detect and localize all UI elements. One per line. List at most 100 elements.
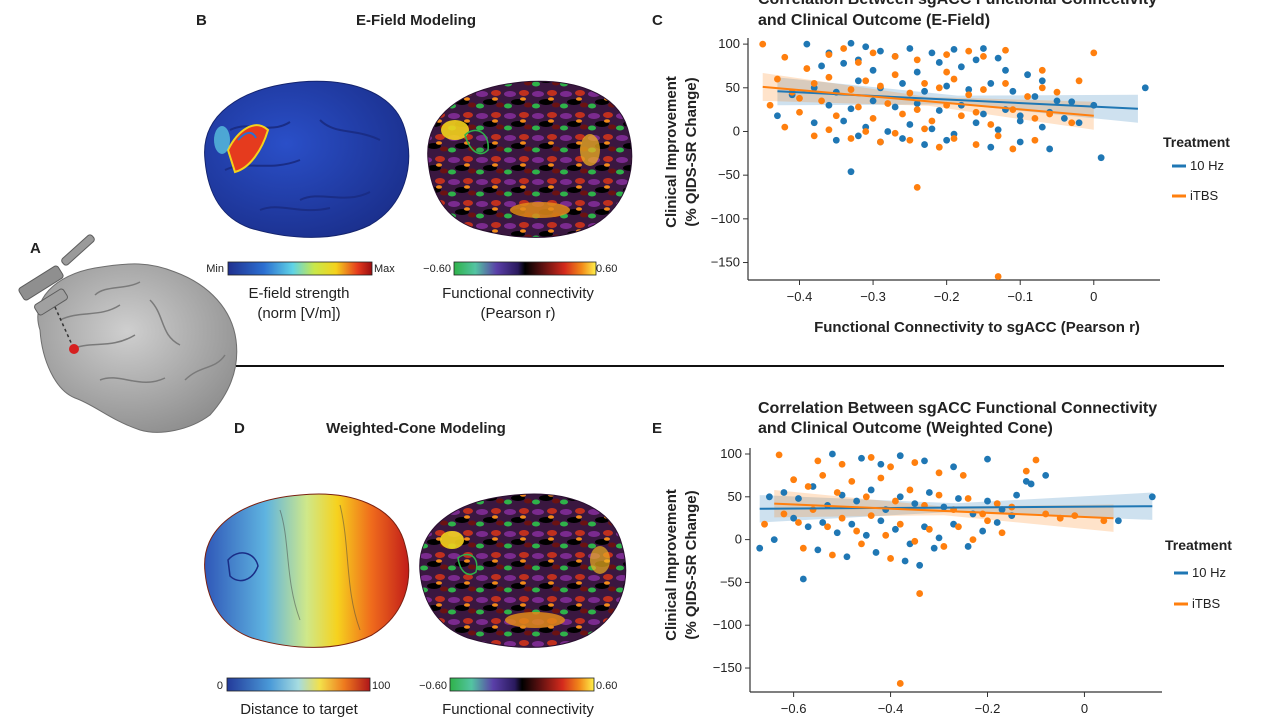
chart-e-hz10-point xyxy=(877,517,885,525)
chart-c-itbs-point xyxy=(1009,145,1017,153)
chart-c-hz10-point xyxy=(935,107,943,114)
chart-c-hz10-point xyxy=(994,54,1002,62)
chart-e-hz10-point xyxy=(892,525,899,533)
panel-a-brain-illustration xyxy=(18,234,238,433)
chart-e-hz10-point xyxy=(809,483,817,490)
chart-c-itbs-point xyxy=(1090,49,1098,57)
chart-e-hz10-point xyxy=(979,527,987,535)
chart-c-itbs-point xyxy=(877,82,884,90)
chart-e-hz10-point xyxy=(901,557,909,565)
chart-c-itbs-point xyxy=(869,114,877,122)
efield-colorbar-unit: (norm [V/m]) xyxy=(257,305,340,322)
chart-c-itbs-point xyxy=(994,132,1002,140)
chart-e-legend-title: Treatment xyxy=(1165,537,1232,553)
efield-colorbar-min: Min xyxy=(206,263,224,275)
chart-c-hz10-point xyxy=(803,40,811,48)
fc-colorbar-top-max: 0.60 xyxy=(596,263,617,275)
chart-e-itbs-point xyxy=(1032,456,1040,464)
chart-e-itbs-point xyxy=(887,463,894,471)
chart-c-hz10-point xyxy=(774,112,781,120)
chart-c-hz10-point xyxy=(972,119,980,127)
chart-e-hz10-point xyxy=(770,536,778,544)
chart-c-itbs-point xyxy=(913,106,921,114)
chart-c-hz10-point xyxy=(950,45,958,53)
chart-e-itbs-point xyxy=(887,555,894,562)
chart-e-hz10-point xyxy=(877,460,885,468)
chart-e-hz10-point xyxy=(964,543,972,550)
chart-c-itbs-point xyxy=(972,108,980,116)
chart-c-itbs-point xyxy=(972,141,980,148)
chart-e-hz10-point xyxy=(896,452,904,460)
chart-e-hz10-point xyxy=(780,489,788,496)
chart-c-hz10-point xyxy=(847,168,855,176)
chart-c-xlabel: Functional Connectivity to sgACC (Pearso… xyxy=(814,319,1140,336)
chart-e-itbs-point xyxy=(993,500,1001,508)
chart-c-itbs-point xyxy=(781,53,789,61)
chart-c-hz10-point xyxy=(1031,93,1039,100)
chart-c-hz10-point xyxy=(1046,145,1054,153)
chart-c-hz10-point xyxy=(1075,119,1083,127)
chart-e-ytick-label: 100 xyxy=(720,446,742,461)
chart-c-legend-title: Treatment xyxy=(1163,134,1230,150)
chart-c-itbs-point xyxy=(1038,66,1046,74)
section-title-weighted-cone: Weighted-Cone Modeling xyxy=(326,420,506,437)
chart-e-itbs-point xyxy=(911,459,919,466)
chart-e-itbs-point xyxy=(955,523,962,531)
chart-c-hz10-point xyxy=(869,66,877,74)
chart-c-itbs-point xyxy=(980,86,987,93)
chart-e-hz10-fit-line xyxy=(759,505,1153,510)
chart-c-itbs-point xyxy=(943,51,951,58)
chart-e-hz10-point xyxy=(765,493,773,501)
panel-label-e: E xyxy=(652,420,662,437)
chart-e-weighted-cone-scatter: Correlation Between sgACC Functional Con… xyxy=(663,400,1232,716)
chart-c-hz10-point xyxy=(1016,112,1024,120)
panel-label-d: D xyxy=(234,420,245,437)
efield-colorbar-max: Max xyxy=(374,263,395,275)
chart-c-itbs-point xyxy=(869,49,877,57)
chart-c-itbs-point xyxy=(840,45,848,52)
chart-e-itbs-point xyxy=(925,525,933,533)
efield-colorbar-label: E-field strength xyxy=(249,285,350,302)
chart-c-itbs-point xyxy=(884,100,892,107)
efield-colorbar xyxy=(227,261,373,276)
chart-c-hz10-point xyxy=(1009,87,1017,95)
chart-c-ytick-label: 0 xyxy=(733,123,740,138)
chart-e-itbs-point xyxy=(780,510,788,518)
chart-e-itbs-point xyxy=(969,536,977,544)
chart-e-itbs-point xyxy=(775,451,783,459)
chart-c-itbs-point xyxy=(854,103,862,111)
chart-c-hz10-point xyxy=(899,80,906,87)
chart-c-hz10-point xyxy=(832,136,840,144)
chart-c-itbs-point xyxy=(818,97,825,105)
fc-colorbar-top xyxy=(453,261,597,276)
fc-colorbar-bottom-min: −0.60 xyxy=(419,680,447,692)
fc-brain-illustration-bottom xyxy=(419,493,627,648)
chart-e-hz10-point xyxy=(930,544,938,552)
chart-e-itbs-point xyxy=(799,544,807,552)
chart-c-hz10-point xyxy=(994,126,1002,134)
chart-c-hz10-point xyxy=(1016,117,1024,125)
chart-c-legend-itbs: iTBS xyxy=(1190,188,1219,203)
chart-e-hz10-point xyxy=(795,495,802,502)
chart-e-hz10-point xyxy=(848,520,856,528)
chart-e-itbs-point xyxy=(935,469,943,477)
chart-c-itbs-point xyxy=(847,135,855,142)
chart-c-hz10-point xyxy=(935,59,943,66)
chart-c-itbs-point xyxy=(1075,77,1083,85)
chart-e-itbs-point xyxy=(896,680,904,687)
chart-c-itbs-point xyxy=(943,68,951,76)
chart-c-itbs-point xyxy=(832,112,840,120)
chart-c-hz10-point xyxy=(972,56,980,64)
chart-c-hz10-point xyxy=(840,117,848,125)
chart-e-hz10-point xyxy=(833,529,841,537)
chart-c-hz10-point xyxy=(862,43,870,51)
chart-c-hz10-point xyxy=(921,141,928,148)
chart-c-xtick-label: −0.2 xyxy=(934,289,960,304)
chart-c-ylabel-line1: Clinical Improvement xyxy=(663,76,680,228)
chart-e-hz10-point xyxy=(896,493,904,501)
distance-colorbar-min: 0 xyxy=(217,680,223,692)
chart-c-efield-scatter: Correlation Between sgACC Functional Con… xyxy=(663,0,1230,336)
chart-c-hz10-point xyxy=(957,63,965,71)
chart-c-itbs-point xyxy=(935,143,943,151)
chart-c-xtick-label: −0.3 xyxy=(860,289,886,304)
